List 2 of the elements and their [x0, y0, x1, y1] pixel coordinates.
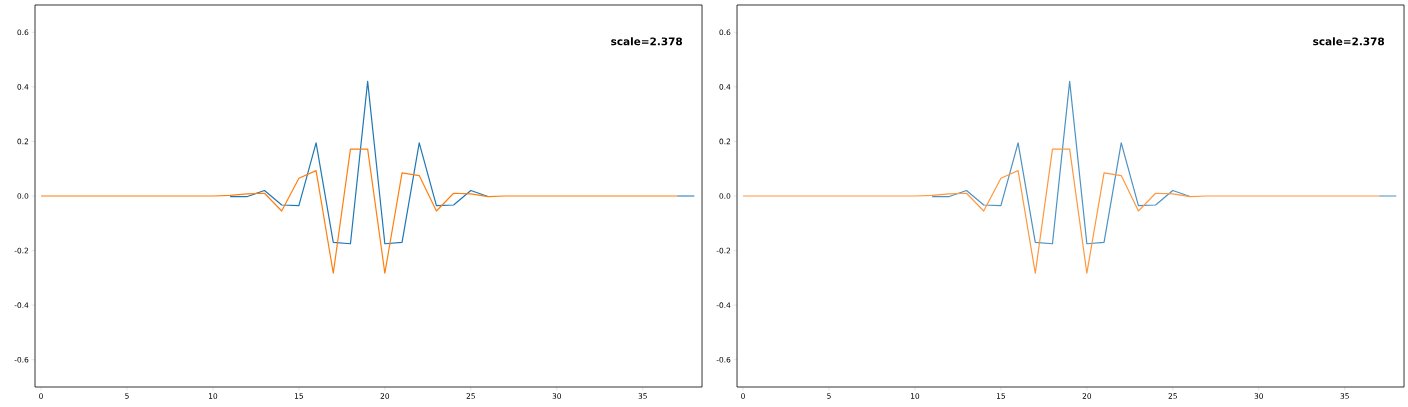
annotation: scale=2.378 [1313, 37, 1385, 46]
annotation: scale=2.378 [611, 37, 683, 46]
